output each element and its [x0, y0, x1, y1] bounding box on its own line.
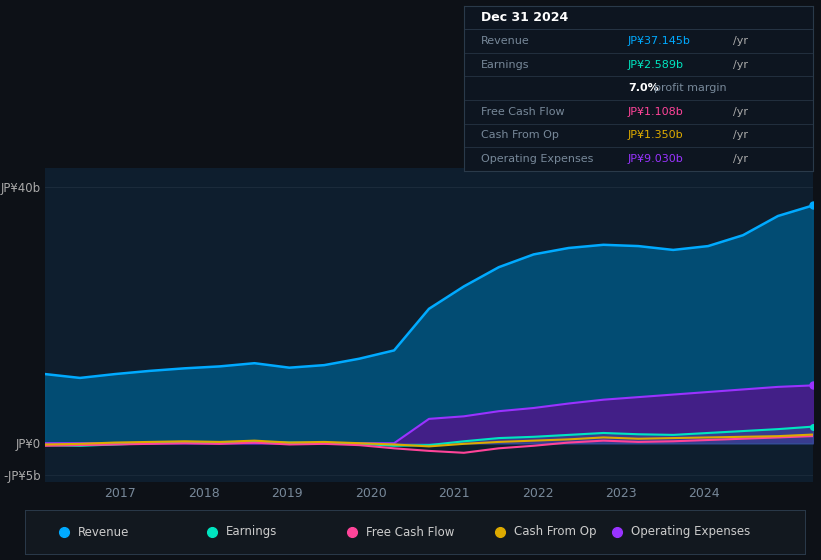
Text: Cash From Op: Cash From Op: [515, 525, 597, 539]
Text: Free Cash Flow: Free Cash Flow: [481, 107, 565, 117]
Text: Earnings: Earnings: [481, 59, 530, 69]
Text: Revenue: Revenue: [78, 525, 129, 539]
Text: Operating Expenses: Operating Expenses: [481, 154, 594, 164]
Text: JP¥2.589b: JP¥2.589b: [628, 59, 684, 69]
Text: /yr: /yr: [732, 154, 748, 164]
Text: 7.0%: 7.0%: [628, 83, 658, 93]
Text: Operating Expenses: Operating Expenses: [631, 525, 750, 539]
Text: Free Cash Flow: Free Cash Flow: [366, 525, 455, 539]
Text: Earnings: Earnings: [226, 525, 277, 539]
Text: /yr: /yr: [732, 36, 748, 46]
Text: Cash From Op: Cash From Op: [481, 130, 559, 141]
Text: JP¥1.108b: JP¥1.108b: [628, 107, 684, 117]
Text: /yr: /yr: [732, 130, 748, 141]
Text: Revenue: Revenue: [481, 36, 530, 46]
Text: profit margin: profit margin: [654, 83, 727, 93]
Text: JP¥9.030b: JP¥9.030b: [628, 154, 684, 164]
Text: /yr: /yr: [732, 59, 748, 69]
Text: JP¥1.350b: JP¥1.350b: [628, 130, 684, 141]
Text: Dec 31 2024: Dec 31 2024: [481, 11, 569, 24]
Text: /yr: /yr: [732, 107, 748, 117]
Text: JP¥37.145b: JP¥37.145b: [628, 36, 690, 46]
